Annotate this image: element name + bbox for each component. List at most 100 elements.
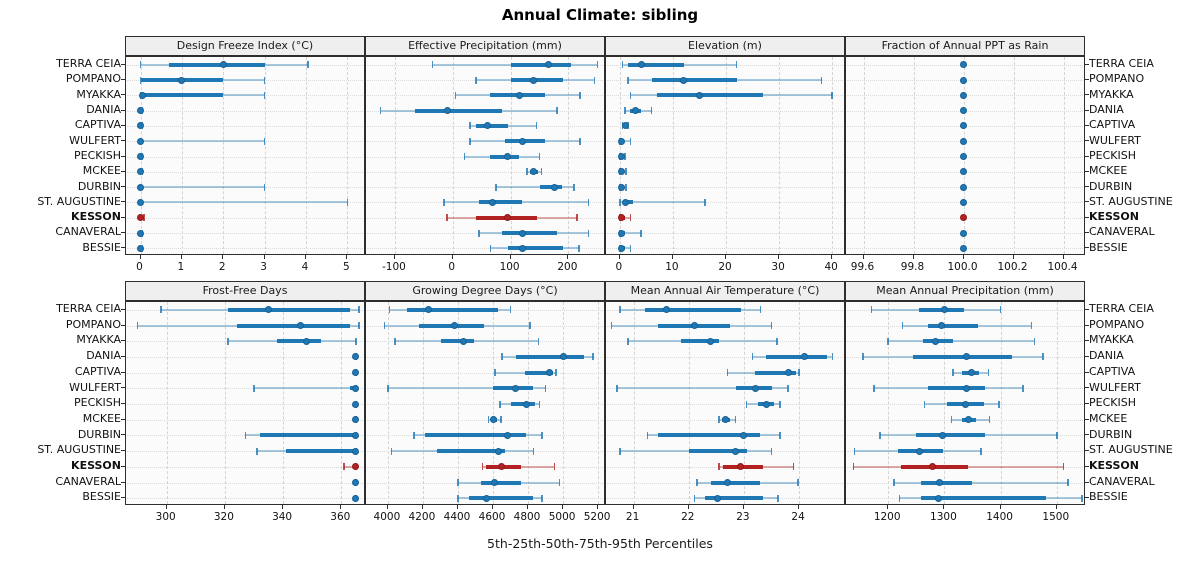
- row-guide: [127, 356, 363, 358]
- median-point: [352, 463, 360, 471]
- whisker-cap: [139, 61, 142, 69]
- tick-label: 22: [681, 511, 695, 523]
- iqr-bar: [277, 339, 321, 344]
- tick-label: 200: [557, 261, 578, 273]
- tick-label: 4: [301, 261, 309, 273]
- gridline: [563, 302, 565, 504]
- median-point: [352, 416, 360, 424]
- whisker-cap: [481, 463, 484, 471]
- whisker-cap: [256, 447, 258, 455]
- gridline: [306, 57, 307, 254]
- percentile-whisker: [140, 140, 265, 143]
- tick-label: 3: [260, 261, 267, 273]
- gridline: [672, 57, 674, 254]
- whisker-cap: [390, 447, 393, 455]
- axis-tick: [393, 255, 395, 259]
- median-point: [617, 244, 625, 252]
- median-point: [663, 306, 671, 314]
- axis-tick: [263, 255, 265, 259]
- whisker-cap: [777, 494, 779, 502]
- axis-tick: [527, 505, 528, 509]
- percentile-whisker: [617, 387, 788, 390]
- station-label-right: WULFERT: [1089, 133, 1141, 147]
- row-tick: [121, 450, 125, 452]
- axis-tick: [421, 505, 423, 509]
- median-point: [352, 384, 360, 392]
- gridline: [568, 57, 570, 254]
- whisker-cap: [596, 61, 599, 69]
- panel-plot-elevation-m: [605, 56, 845, 255]
- gridline: [633, 302, 635, 504]
- percentile-whisker: [619, 201, 705, 204]
- whisker-cap: [787, 384, 789, 392]
- row-guide: [607, 404, 843, 405]
- station-label-right: ST. AUGUSTINE: [1089, 194, 1173, 208]
- station-label-right: BESSIE: [1089, 490, 1128, 504]
- median-point: [503, 431, 511, 439]
- row-guide: [607, 248, 843, 250]
- row-guide: [127, 80, 363, 81]
- median-point: [137, 168, 144, 176]
- percentile-caption: 5th-25th-50th-75th-95th Percentiles: [487, 536, 713, 551]
- whisker-cap: [735, 61, 738, 69]
- whisker-cap: [718, 416, 720, 424]
- median-point: [963, 384, 971, 392]
- median-point: [504, 214, 512, 222]
- median-point: [967, 369, 975, 377]
- tick-label: 100.4: [1047, 261, 1078, 273]
- median-point: [621, 198, 629, 206]
- row-tick: [1085, 186, 1089, 188]
- row-tick: [121, 63, 125, 65]
- station-label-left: MCKEE: [82, 164, 121, 178]
- row-tick: [1085, 170, 1089, 172]
- whisker-cap: [1042, 353, 1044, 361]
- whisker-cap: [358, 322, 360, 329]
- median-point: [632, 107, 640, 115]
- iqr-bar: [169, 62, 265, 67]
- whisker-cap: [346, 198, 349, 206]
- percentile-whisker: [344, 465, 356, 468]
- axis-tick: [943, 505, 945, 509]
- tick-label: 100.0: [947, 261, 978, 273]
- median-point: [137, 198, 144, 206]
- whisker-cap: [573, 183, 575, 191]
- row-guide: [607, 187, 843, 189]
- gridline: [181, 57, 183, 254]
- percentile-whisker: [619, 247, 631, 250]
- tick-label: 0: [448, 261, 456, 273]
- median-point: [515, 91, 523, 99]
- row-tick: [1085, 94, 1089, 96]
- median-point: [960, 198, 967, 206]
- panel-header-fraction-of-annual-ppt-as-rain: Fraction of Annual PPT as Rain: [845, 36, 1085, 56]
- whisker-cap: [1067, 479, 1069, 486]
- row-tick: [1085, 63, 1089, 65]
- median-point: [137, 137, 144, 145]
- whisker-cap: [1022, 384, 1024, 392]
- axis-tick: [632, 505, 634, 509]
- iqr-bar: [507, 246, 563, 251]
- whisker-cap: [576, 214, 578, 222]
- row-tick: [1085, 324, 1089, 326]
- median-point: [935, 494, 943, 502]
- median-point: [352, 447, 360, 455]
- row-tick: [121, 170, 125, 172]
- row-tick: [121, 371, 125, 373]
- whisker-cap: [526, 168, 528, 176]
- gridline: [598, 302, 600, 504]
- median-point: [960, 214, 967, 222]
- whisker-cap: [1081, 494, 1083, 502]
- station-label-left: CAPTIVA: [74, 118, 121, 132]
- row-guide: [127, 156, 363, 158]
- percentile-whisker: [254, 387, 356, 390]
- percentile-whisker: [140, 186, 265, 189]
- row-tick: [121, 418, 125, 420]
- whisker-cap: [879, 431, 881, 439]
- whisker-cap: [544, 384, 547, 392]
- iqr-bar: [920, 480, 973, 485]
- gridline: [166, 302, 168, 504]
- station-label-right: BESSIE: [1089, 240, 1128, 254]
- row-tick: [1085, 308, 1089, 310]
- whisker-cap: [379, 107, 382, 115]
- median-point: [550, 183, 558, 191]
- whisker-cap: [579, 91, 581, 99]
